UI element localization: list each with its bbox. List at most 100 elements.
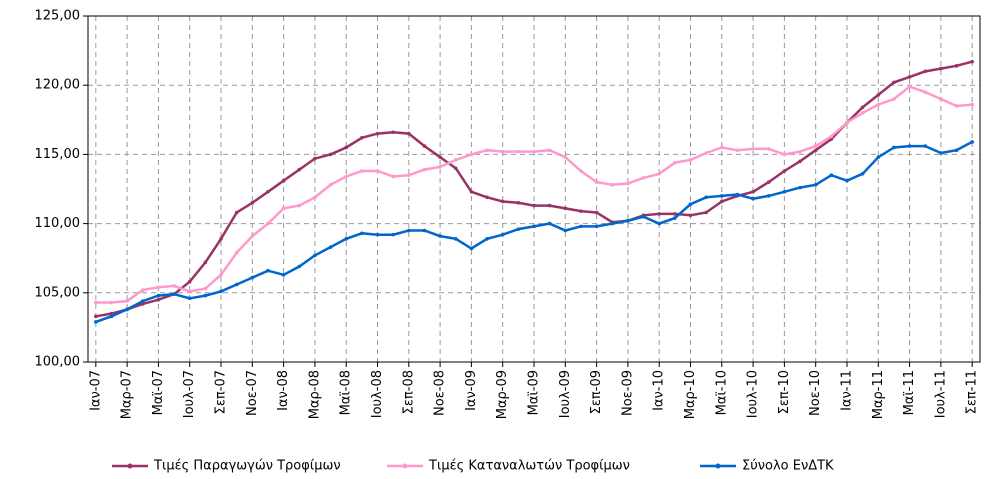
data-point: [704, 195, 708, 200]
data-point: [860, 111, 865, 115]
data-point: [469, 189, 474, 194]
data-point: [313, 156, 317, 161]
data-point: [453, 158, 458, 162]
x-tick-label: Ιαν-08: [276, 370, 291, 411]
data-point: [735, 192, 740, 197]
data-point: [970, 140, 974, 144]
data-point: [892, 145, 896, 150]
data-point: [688, 158, 693, 162]
data-point: [422, 228, 427, 233]
data-point: [140, 299, 145, 303]
data-point: [469, 246, 474, 251]
data-point: [610, 183, 615, 187]
data-point: [297, 264, 302, 269]
data-point: [829, 134, 834, 139]
data-point: [845, 120, 849, 125]
data-point: [547, 148, 552, 153]
y-tick-label: 110,00: [35, 216, 81, 231]
data-point: [172, 292, 176, 296]
x-tick-label: Μαϊ-11: [902, 370, 917, 415]
x-tick-label: Μαϊ-10: [714, 370, 729, 415]
x-tick-label: Μαρ-08: [307, 370, 322, 419]
data-point: [234, 250, 239, 255]
data-point: [438, 234, 442, 238]
data-point: [281, 206, 286, 211]
data-point: [892, 80, 896, 85]
data-point: [109, 300, 114, 305]
data-point: [516, 201, 521, 205]
data-point: [344, 145, 349, 150]
data-point: [954, 64, 959, 68]
x-tick-label: Ιουλ-08: [370, 370, 385, 418]
data-point: [594, 224, 599, 229]
data-point: [109, 314, 114, 319]
data-point: [453, 166, 458, 171]
data-point: [125, 307, 129, 312]
data-point: [407, 173, 411, 177]
data-point: [187, 289, 192, 294]
data-point: [234, 210, 239, 215]
data-point: [140, 288, 145, 292]
y-tick-label: 125,00: [35, 9, 81, 24]
data-point: [657, 212, 661, 216]
data-point: [547, 203, 552, 208]
legend-marker: [715, 463, 721, 469]
data-point: [657, 171, 661, 176]
x-tick-label: Ιαν-07: [88, 370, 103, 411]
data-point: [813, 148, 818, 153]
data-point: [187, 296, 192, 301]
data-point: [344, 174, 349, 179]
data-point: [782, 169, 787, 173]
data-point: [704, 210, 708, 215]
data-point: [453, 237, 458, 241]
data-point: [313, 195, 317, 200]
data-point: [532, 224, 536, 229]
x-tick-label: Σεπ-07: [214, 370, 229, 414]
data-point: [219, 237, 223, 241]
data-point: [500, 199, 505, 204]
data-point: [798, 159, 802, 164]
data-point: [172, 284, 176, 288]
data-point: [641, 176, 646, 180]
data-point: [438, 155, 442, 159]
data-point: [688, 202, 693, 207]
data-point: [751, 147, 755, 151]
x-tick-label: Σεπ-09: [589, 370, 604, 414]
data-point: [360, 135, 364, 140]
data-point: [469, 152, 474, 157]
series-line: [95, 140, 973, 324]
data-point: [94, 314, 98, 319]
data-point: [266, 189, 270, 194]
data-point: [579, 209, 583, 213]
x-tick-label: Ιουλ-09: [558, 370, 573, 418]
data-point: [673, 160, 677, 165]
data-point: [719, 145, 724, 150]
data-point: [829, 173, 834, 177]
legend-label: Τιμές Παραγωγών Τροφίμων: [153, 459, 341, 474]
data-point: [125, 299, 129, 303]
x-tick-label: Νοε-09: [620, 370, 635, 416]
data-point: [532, 203, 536, 208]
data-point: [719, 194, 724, 198]
data-point: [219, 289, 223, 294]
x-tick-label: Νοε-08: [433, 370, 448, 416]
data-point: [328, 183, 333, 187]
data-point: [156, 285, 161, 290]
data-point: [250, 234, 255, 238]
data-point: [813, 183, 818, 187]
data-point: [939, 97, 943, 101]
y-tick-label: 115,00: [35, 147, 81, 162]
data-point: [360, 231, 364, 236]
data-point: [673, 216, 677, 220]
data-point: [594, 210, 599, 215]
data-point: [876, 155, 881, 159]
data-point: [704, 151, 708, 155]
data-point: [563, 228, 568, 233]
data-point: [923, 69, 928, 74]
data-point: [234, 282, 239, 287]
data-point: [219, 273, 223, 277]
data-point: [297, 167, 302, 172]
data-point: [954, 148, 959, 153]
data-point: [375, 169, 380, 173]
data-point: [328, 245, 333, 249]
